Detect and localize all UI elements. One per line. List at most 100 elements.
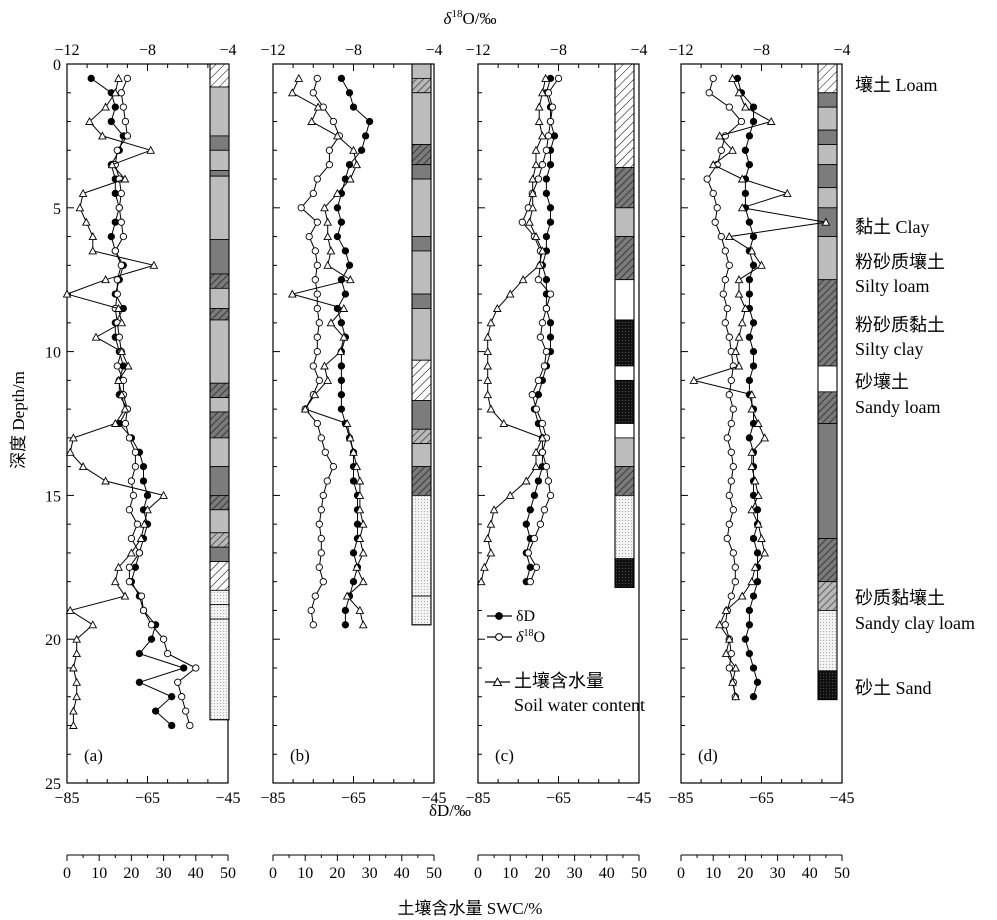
legend: δD δ18O 土壤含水量 Soil water content xyxy=(485,608,645,715)
swc-point xyxy=(483,375,493,384)
depth-tick-label: 25 xyxy=(45,776,61,793)
soil-layer xyxy=(411,466,432,496)
soil-layer xyxy=(209,63,230,88)
d18O-point xyxy=(717,232,725,241)
soil-layer xyxy=(411,308,432,361)
swc-point xyxy=(81,217,91,226)
soil-legend-label: 壤土 Loam xyxy=(855,75,938,95)
dD-point xyxy=(741,146,750,154)
bottom-tick-label: −45 xyxy=(829,790,854,807)
series-line-dD xyxy=(90,77,186,726)
swc-point xyxy=(114,73,123,82)
depth-tick-label: 10 xyxy=(45,345,61,362)
dD-point xyxy=(345,89,354,97)
swc-point xyxy=(528,203,538,212)
swc-point xyxy=(531,145,541,154)
soil-legend-item: 砂壤土 Sandy loam xyxy=(855,372,941,417)
dD-point xyxy=(534,391,543,399)
series-dD xyxy=(522,74,559,586)
d18O-point xyxy=(325,161,334,169)
panel-label: (b) xyxy=(290,746,310,765)
soil-layer xyxy=(411,428,432,445)
d18O-point xyxy=(542,462,551,471)
swc-point xyxy=(349,447,358,456)
soil-layer xyxy=(209,319,230,384)
soil-layer xyxy=(614,167,635,209)
dD-point xyxy=(542,276,551,284)
soil-layer xyxy=(614,365,635,381)
bottom-tick-label: −65 xyxy=(341,790,366,807)
swc-point xyxy=(323,260,333,269)
dD-point xyxy=(546,161,555,169)
d18O-point xyxy=(182,707,190,715)
d18O-point xyxy=(317,434,325,442)
swc-point xyxy=(310,390,320,399)
swc-point xyxy=(715,620,724,629)
swc-point xyxy=(728,73,737,82)
depth-tick-label: 5 xyxy=(53,201,61,218)
d18O-point xyxy=(309,621,317,629)
d18O-point xyxy=(121,117,130,126)
d18O-point xyxy=(313,419,321,428)
legend-d18O-label: δ18O xyxy=(516,628,545,646)
dD-point xyxy=(749,261,758,269)
d18O-point xyxy=(532,563,541,571)
swc-point xyxy=(721,649,731,658)
swc-point xyxy=(110,88,120,97)
d18O-point xyxy=(313,74,321,83)
soil-layer xyxy=(209,308,230,321)
swc-point xyxy=(139,519,149,528)
swc-point xyxy=(525,217,534,226)
d18O-point xyxy=(540,362,549,370)
soil-column-outline xyxy=(209,63,230,721)
soil-layer xyxy=(411,236,432,252)
soil-legend-label: 砂质黏壤土 xyxy=(855,588,945,608)
dD-point xyxy=(333,232,342,241)
dD-point xyxy=(341,247,350,255)
soil-layer xyxy=(411,400,432,430)
soil-legend-label-en: Sandy clay loam xyxy=(855,613,975,633)
swc-point xyxy=(483,347,493,356)
bottom-tick-label: −65 xyxy=(546,790,571,807)
d18O-point xyxy=(313,304,321,313)
soil-layer xyxy=(209,411,230,439)
d18O-point xyxy=(731,563,739,571)
soil-layer xyxy=(411,77,432,94)
d18O-point xyxy=(192,664,200,672)
panel-a: −12 −8 −4 −85 −65 −45 0 5 10 15 20 25 0 10 20 30 40 50 (a) xyxy=(45,42,241,882)
d18O-point xyxy=(713,204,721,212)
dD-point xyxy=(341,606,350,615)
soil-layer xyxy=(209,287,230,309)
d18O-point xyxy=(117,89,125,97)
dD-point xyxy=(546,333,555,341)
soil-layer xyxy=(817,581,838,611)
soil-legend-label-en: Silty loam xyxy=(855,276,930,296)
d18O-point xyxy=(117,189,125,198)
swc-point xyxy=(352,462,362,471)
swc-point xyxy=(358,548,368,557)
d18O-point xyxy=(313,347,321,356)
d18O-point xyxy=(546,491,555,500)
swc-point xyxy=(339,332,349,341)
soil-layer xyxy=(209,86,230,137)
swc-point xyxy=(734,88,744,97)
d18O-point xyxy=(131,462,140,471)
d18O-point xyxy=(133,520,142,528)
dD-point xyxy=(542,189,551,198)
series-line-dD xyxy=(736,78,759,697)
d18O-point xyxy=(113,276,121,284)
soil-layer xyxy=(817,423,838,539)
d18O-point xyxy=(532,405,541,413)
dD-point xyxy=(745,276,754,284)
d18O-point xyxy=(121,419,130,428)
top-tick-label: −8 xyxy=(753,42,770,59)
dD-point xyxy=(753,506,762,514)
d18O-point xyxy=(546,117,555,126)
depth-tick-label: 20 xyxy=(45,632,61,649)
d18O-point xyxy=(548,103,557,111)
soil-layer xyxy=(209,494,230,511)
panel-c: −12 −8 −4 −85 −65 −45 0 10 20 30 40 50 (c) xyxy=(465,42,651,882)
d18O-point xyxy=(536,333,545,341)
dD-point xyxy=(337,74,346,83)
dD-point xyxy=(550,132,559,140)
